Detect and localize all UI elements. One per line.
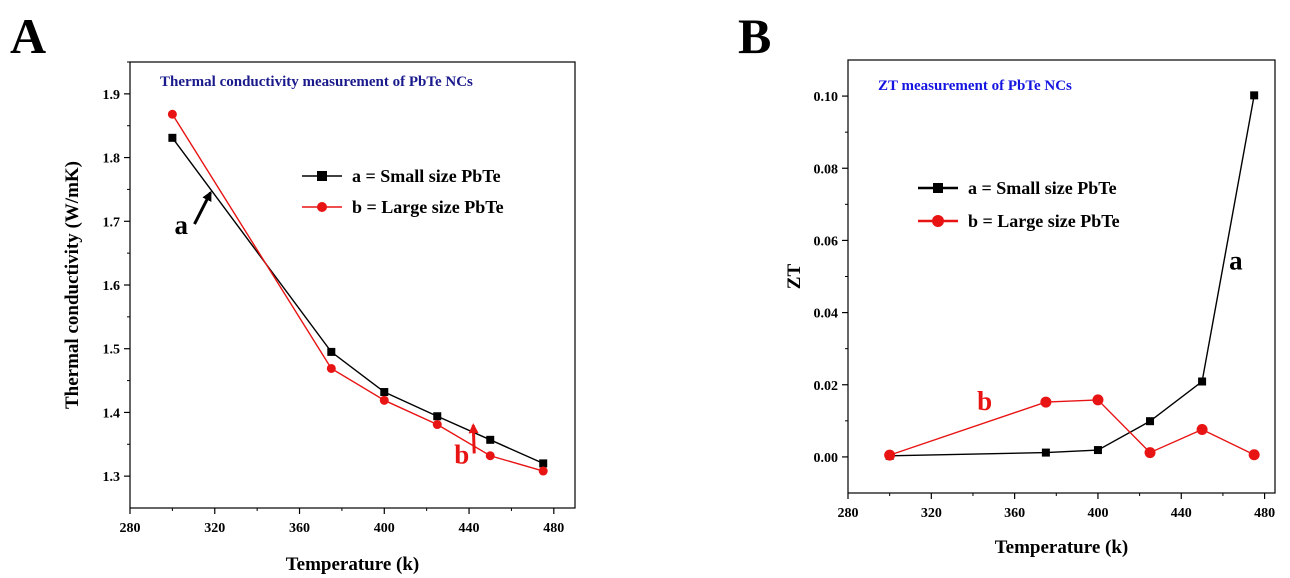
thermal-conductivity-chart: 280 320 360 400 440 480 1.3 1.4 1.5 1.6 1.7 1.8 1.9 T… xyxy=(62,61,576,575)
data-point-b xyxy=(884,449,896,461)
x-tick-label: 400 xyxy=(374,521,395,536)
data-point-b xyxy=(1092,394,1104,406)
x-tick-label: 320 xyxy=(204,521,225,536)
data-point-b xyxy=(167,109,177,119)
annotation-arrow xyxy=(193,190,212,225)
series-line-b xyxy=(889,399,1255,456)
y-tick-label: 1.9 xyxy=(103,88,121,103)
panel-label-b: B xyxy=(738,8,771,64)
y-axis-title: Thermal conductivity (W/mK) xyxy=(62,161,83,409)
x-axis-title: Temperature (k) xyxy=(995,537,1129,558)
y-tick-label: 1.3 xyxy=(103,470,121,485)
panel-label-a: A xyxy=(10,8,46,64)
data-point-a xyxy=(168,133,177,142)
chart-title: ZT measurement of PbTe NCs xyxy=(878,78,1072,94)
y-tick-label: 0.00 xyxy=(814,451,839,466)
x-tick-label: 320 xyxy=(921,506,942,521)
plot-frame xyxy=(129,61,576,509)
x-tick-label: 280 xyxy=(838,506,859,521)
chart-title: Thermal conductivity measurement of PbTe… xyxy=(160,74,473,90)
plot-frame xyxy=(847,59,1276,494)
x-tick-label: 360 xyxy=(1004,506,1025,521)
annotation-label: b xyxy=(454,439,469,469)
y-axis-title: ZT xyxy=(784,264,805,290)
data-point-a xyxy=(539,459,548,468)
x-tick-label: 440 xyxy=(1171,506,1192,521)
data-point-a xyxy=(1041,448,1050,457)
y-tick-label: 1.7 xyxy=(103,215,121,230)
annotation-label: a xyxy=(175,210,189,240)
legend-marker xyxy=(317,202,327,212)
x-axis-title: Temperature (k) xyxy=(286,554,420,575)
legend-marker xyxy=(933,183,943,193)
series-line-a xyxy=(889,95,1255,457)
data-point-b xyxy=(1248,449,1260,461)
annotation-label: b xyxy=(977,386,992,416)
annotation-arrow xyxy=(468,423,479,454)
y-tick-label: 1.6 xyxy=(103,279,121,294)
zt-chart: 280 320 360 400 440 480 0.00 0.02 0.04 0.06 0.08 0.… xyxy=(784,59,1276,558)
legend-entry: a = Small size PbTe xyxy=(968,178,1117,198)
x-tick-label: 440 xyxy=(459,521,480,536)
data-point-a xyxy=(327,347,336,356)
y-tick-label: 0.02 xyxy=(814,379,839,394)
legend-marker xyxy=(932,215,944,227)
y-tick-label: 0.10 xyxy=(814,90,839,105)
series-line-b xyxy=(171,113,544,472)
data-point-b xyxy=(485,451,495,461)
x-tick-label: 360 xyxy=(289,521,310,536)
x-tick-label: 280 xyxy=(120,521,141,536)
y-tick-label: 0.04 xyxy=(814,307,839,322)
data-point-b xyxy=(1144,447,1156,459)
y-tick-label: 1.4 xyxy=(103,406,121,421)
data-point-b xyxy=(326,363,336,373)
annotation-label: a xyxy=(1229,245,1243,275)
x-tick-label: 480 xyxy=(1254,506,1275,521)
legend-entry: b = Large size PbTe xyxy=(352,197,504,217)
data-point-b xyxy=(1040,396,1052,408)
legend-entry: b = Large size PbTe xyxy=(968,211,1120,231)
y-tick-label: 1.8 xyxy=(103,152,121,167)
data-point-b xyxy=(432,420,442,430)
legend-marker xyxy=(317,171,327,181)
data-point-a xyxy=(1250,91,1259,100)
data-point-a xyxy=(1146,417,1155,426)
data-point-b xyxy=(379,395,389,405)
data-point-a xyxy=(486,435,495,444)
y-tick-label: 1.5 xyxy=(103,343,121,358)
data-point-a xyxy=(380,388,389,397)
series-line-a xyxy=(171,137,544,465)
data-point-a xyxy=(1198,377,1207,386)
x-tick-label: 480 xyxy=(543,521,564,536)
legend-entry: a = Small size PbTe xyxy=(352,166,501,186)
data-point-a xyxy=(1093,446,1102,455)
y-tick-label: 0.06 xyxy=(814,234,839,249)
y-tick-label: 0.08 xyxy=(814,162,839,177)
x-tick-label: 400 xyxy=(1087,506,1108,521)
data-point-b xyxy=(1196,423,1208,435)
data-point-a xyxy=(433,412,442,421)
data-point-b xyxy=(538,466,548,476)
